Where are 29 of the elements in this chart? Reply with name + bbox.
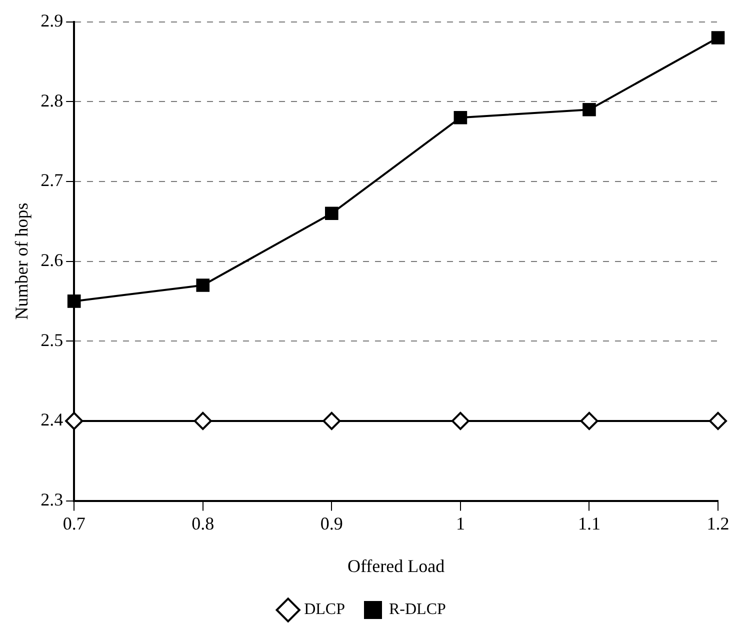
point bbox=[194, 412, 212, 430]
point bbox=[322, 412, 341, 430]
point bbox=[451, 412, 470, 430]
legend-label: R-DLCP bbox=[389, 601, 446, 618]
y-tick-label: 2.9 bbox=[40, 10, 64, 31]
point bbox=[454, 110, 468, 124]
x-tick-label: 0.7 bbox=[62, 513, 86, 534]
y-tick-label: 2.5 bbox=[40, 330, 64, 350]
x-tick-label: 1.2 bbox=[706, 513, 730, 534]
point bbox=[196, 278, 210, 292]
point bbox=[67, 294, 81, 308]
point bbox=[711, 31, 725, 44]
x-tick-label: 1 bbox=[456, 513, 465, 534]
y-tick-label: 2.6 bbox=[40, 250, 64, 270]
x-tick-label: 0.8 bbox=[192, 513, 214, 534]
point bbox=[65, 412, 84, 430]
y-axis-title: Number of hops bbox=[12, 202, 32, 320]
y-tick-label: 2.4 bbox=[40, 410, 64, 430]
y-tick-label: 2.7 bbox=[40, 170, 64, 190]
point bbox=[582, 102, 596, 116]
point bbox=[325, 206, 338, 220]
x-tick-label: 1.1 bbox=[578, 513, 600, 534]
x-tick-label: 0.9 bbox=[320, 513, 343, 534]
y-tick-label: 2.8 bbox=[40, 90, 64, 110]
y-tick-label: 2.3 bbox=[40, 490, 64, 510]
point bbox=[580, 412, 598, 430]
x-axis-title: Offered Load bbox=[347, 556, 445, 576]
legend-label: DLCP bbox=[304, 601, 346, 618]
point bbox=[709, 412, 727, 430]
